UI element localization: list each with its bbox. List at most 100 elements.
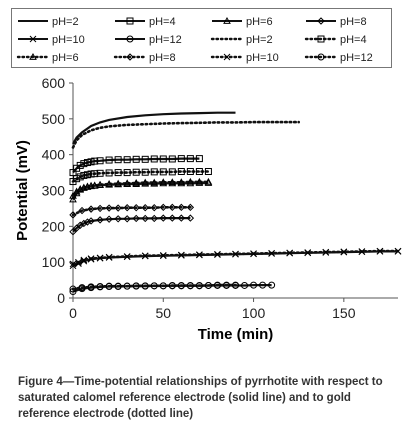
data-point (123, 282, 131, 290)
data-point (96, 204, 104, 213)
legend-label: pH=10 (246, 52, 279, 64)
data-point (78, 284, 86, 292)
legend-label: pH=12 (340, 52, 373, 64)
data-point (177, 168, 185, 176)
series-dotted-pH-12 (69, 281, 239, 293)
data-point (358, 248, 366, 255)
series-dotted-pH-4 (69, 168, 212, 186)
data-point (177, 155, 185, 163)
data-point (150, 178, 159, 186)
data-point (159, 252, 167, 259)
series-dotted-pH-8 (69, 203, 195, 219)
legend-entry: pH=2 (210, 34, 273, 46)
data-point (69, 169, 77, 177)
series-dotted-pH-2 (71, 120, 301, 149)
data-point (141, 282, 149, 290)
data-point (80, 219, 88, 228)
line-chart: 0 100 200 300 400 500 600 0 50 100 150 Time (min) Po… (14, 75, 402, 343)
data-point (186, 177, 195, 185)
chart-legend: pH=2 pH=4 pH=6 pH=8 pH=10 pH=12 pH=2 pH=4 pH=6 pH… (11, 8, 392, 68)
legend-marker (126, 53, 134, 61)
y-tick-label: 600 (42, 75, 66, 91)
y-tick-label: 200 (42, 218, 66, 234)
data-point (69, 191, 77, 199)
data-point (250, 281, 258, 289)
data-point (87, 158, 95, 166)
data-point (186, 155, 194, 163)
data-point (159, 168, 167, 176)
legend-entry: pH=10 (210, 52, 279, 64)
data-point (83, 171, 91, 179)
data-point (123, 156, 131, 164)
data-point (394, 247, 402, 255)
x-tick-label: 100 (242, 305, 266, 321)
data-point (168, 203, 177, 212)
data-point (123, 169, 131, 177)
legend-entry: pH=12 (304, 52, 373, 64)
legend-label: pH=8 (340, 16, 367, 28)
data-point (159, 203, 167, 212)
data-point (204, 281, 212, 289)
legend-entry: pH=10 (18, 34, 85, 46)
data-point (150, 203, 158, 212)
data-point (96, 157, 104, 165)
data-point (232, 250, 239, 258)
data-point (168, 168, 176, 176)
legend-marker (29, 35, 37, 43)
x-tick-label: 150 (332, 305, 356, 321)
y-tick-label: 400 (42, 147, 66, 163)
legend-marker (317, 17, 325, 25)
data-point (150, 214, 158, 223)
data-point (105, 180, 113, 187)
data-point (114, 282, 122, 290)
legend-label: pH=2 (52, 16, 79, 28)
data-point (132, 203, 140, 212)
series-solid-pH-2 (72, 111, 236, 145)
data-point (87, 283, 95, 291)
data-point (96, 283, 104, 291)
data-point (75, 258, 82, 266)
data-point (195, 177, 204, 185)
data-point (69, 285, 77, 293)
data-point (195, 281, 203, 289)
data-point (150, 168, 158, 176)
data-point (105, 215, 113, 223)
data-point (222, 281, 230, 289)
data-point (96, 169, 104, 177)
series-line (71, 120, 301, 149)
legend-entry: pH=6 (16, 52, 79, 64)
legend-marker (29, 52, 37, 60)
data-point (69, 195, 77, 203)
data-point (96, 254, 104, 262)
data-point (195, 168, 203, 176)
data-point (114, 204, 122, 212)
data-point (141, 203, 149, 212)
data-point (168, 281, 176, 289)
data-point (87, 205, 95, 213)
data-point (105, 253, 113, 261)
data-point (69, 211, 77, 219)
legend-entry: pH=4 (115, 16, 176, 28)
series-line (72, 111, 236, 145)
y-tick-label: 100 (42, 254, 66, 270)
data-point (159, 155, 167, 163)
data-point (177, 203, 186, 212)
legend-entry: pH=2 (18, 16, 79, 28)
data-point (186, 214, 195, 222)
data-point (141, 168, 149, 176)
data-point (168, 155, 176, 163)
data-point (304, 249, 312, 256)
data-point (141, 252, 149, 260)
legend-label: pH=4 (340, 34, 367, 46)
legend-entry: pH=8 (306, 16, 367, 28)
legend-marker (317, 35, 325, 43)
data-point (141, 214, 149, 223)
data-point (322, 248, 330, 256)
data-point (69, 228, 77, 236)
data-point (114, 169, 122, 177)
data-point (96, 180, 104, 188)
legend-marker (223, 16, 231, 24)
data-point (213, 281, 221, 289)
data-point (186, 168, 194, 176)
data-point (241, 281, 249, 289)
